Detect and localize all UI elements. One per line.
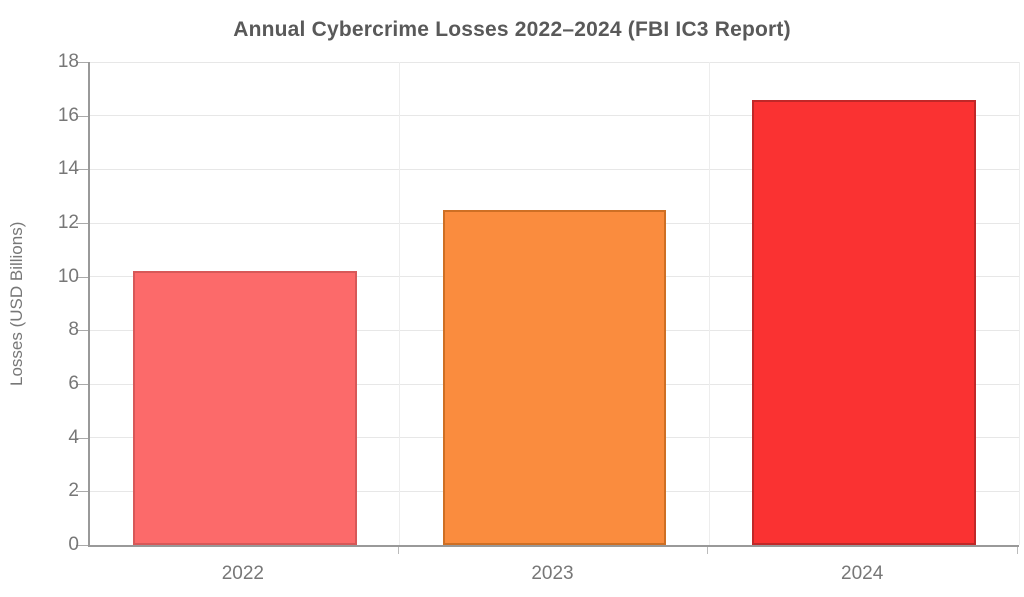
v-gridline-3 — [1018, 62, 1020, 545]
x-tick-mark-2 — [707, 547, 709, 554]
v-gridline-1 — [399, 62, 401, 545]
y-tick-label-12: 12 — [57, 212, 79, 233]
y-tick-label-14: 14 — [57, 158, 79, 180]
h-gridline-16 — [90, 115, 1019, 117]
y-tick-mark-10 — [76, 276, 88, 278]
y-tick-label-2: 2 — [68, 480, 79, 502]
x-tick-label-2022: 2022 — [221, 563, 264, 584]
y-tick-mark-16 — [76, 115, 88, 117]
y-tick-label-10: 10 — [57, 265, 79, 287]
bar-2023 — [442, 209, 667, 545]
x-tick-mark-3 — [1017, 547, 1018, 554]
y-tick-label-16: 16 — [57, 104, 79, 126]
y-tick-mark-8 — [76, 330, 88, 332]
x-tick-label-2023: 2023 — [531, 563, 574, 584]
h-gridline-18 — [90, 61, 1019, 63]
y-tick-mark-12 — [76, 223, 88, 224]
bar-2022 — [132, 271, 357, 545]
h-gridline-14 — [90, 168, 1019, 170]
chart-title: Annual Cybercrime Losses 2022–2024 (FBI … — [233, 18, 791, 41]
bar-2024 — [752, 99, 977, 545]
y-tick-mark-6 — [76, 384, 88, 385]
y-tick-label-4: 4 — [68, 426, 79, 448]
y-axis-title: Losses (USD Billions) — [7, 221, 26, 386]
y-tick-label-18: 18 — [57, 51, 79, 72]
y-tick-mark-4 — [76, 437, 88, 439]
v-gridline-2 — [708, 62, 710, 545]
y-tick-mark-14 — [76, 169, 88, 171]
y-tick-mark-0 — [76, 545, 88, 546]
y-tick-label-8: 8 — [68, 319, 79, 341]
y-tick-label-0: 0 — [68, 534, 79, 555]
x-tick-mark-1 — [397, 547, 399, 554]
y-tick-mark-2 — [76, 491, 88, 493]
y-tick-label-6: 6 — [68, 373, 79, 394]
plot-area — [88, 61, 1020, 547]
y-tick-mark-18 — [76, 62, 88, 63]
x-tick-label-2024: 2024 — [841, 563, 884, 584]
